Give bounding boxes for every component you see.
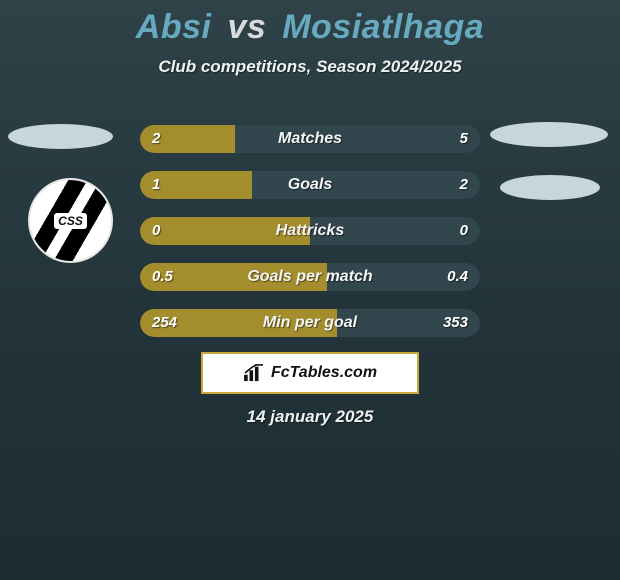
bar-row: 254353Min per goal <box>140 309 480 337</box>
player-right-name: Mosiatlhaga <box>282 8 484 46</box>
bar-chart-icon <box>243 364 265 382</box>
bar-row: 0.50.4Goals per match <box>140 263 480 291</box>
bar-row: 25Matches <box>140 125 480 153</box>
flag-placeholder-mid-right <box>500 175 600 200</box>
bar-label: Matches <box>140 125 480 153</box>
flag-placeholder-top-left <box>8 124 113 149</box>
subtitle: Club competitions, Season 2024/2025 <box>0 57 620 77</box>
club-badge-text: CSS <box>54 213 87 229</box>
bar-row: 12Goals <box>140 171 480 199</box>
flag-placeholder-top-right <box>490 122 608 147</box>
vs-label: vs <box>227 8 266 46</box>
bar-label: Hattricks <box>140 217 480 245</box>
bar-label: Goals per match <box>140 263 480 291</box>
infographic-root: Absi vs Mosiatlhaga Club competitions, S… <box>0 0 620 580</box>
player-left-name: Absi <box>136 8 212 46</box>
date-label: 14 january 2025 <box>0 407 620 427</box>
comparison-bars: 25Matches 12Goals 00Hattricks 0.50.4Goals p… <box>140 125 480 355</box>
brand-text: FcTables.com <box>271 364 377 382</box>
bar-label: Goals <box>140 171 480 199</box>
brand-box[interactable]: FcTables.com <box>201 352 419 394</box>
page-title: Absi vs Mosiatlhaga <box>0 0 620 47</box>
club-badge-left: CSS <box>28 178 113 263</box>
bar-row: 00Hattricks <box>140 217 480 245</box>
bar-label: Min per goal <box>140 309 480 337</box>
